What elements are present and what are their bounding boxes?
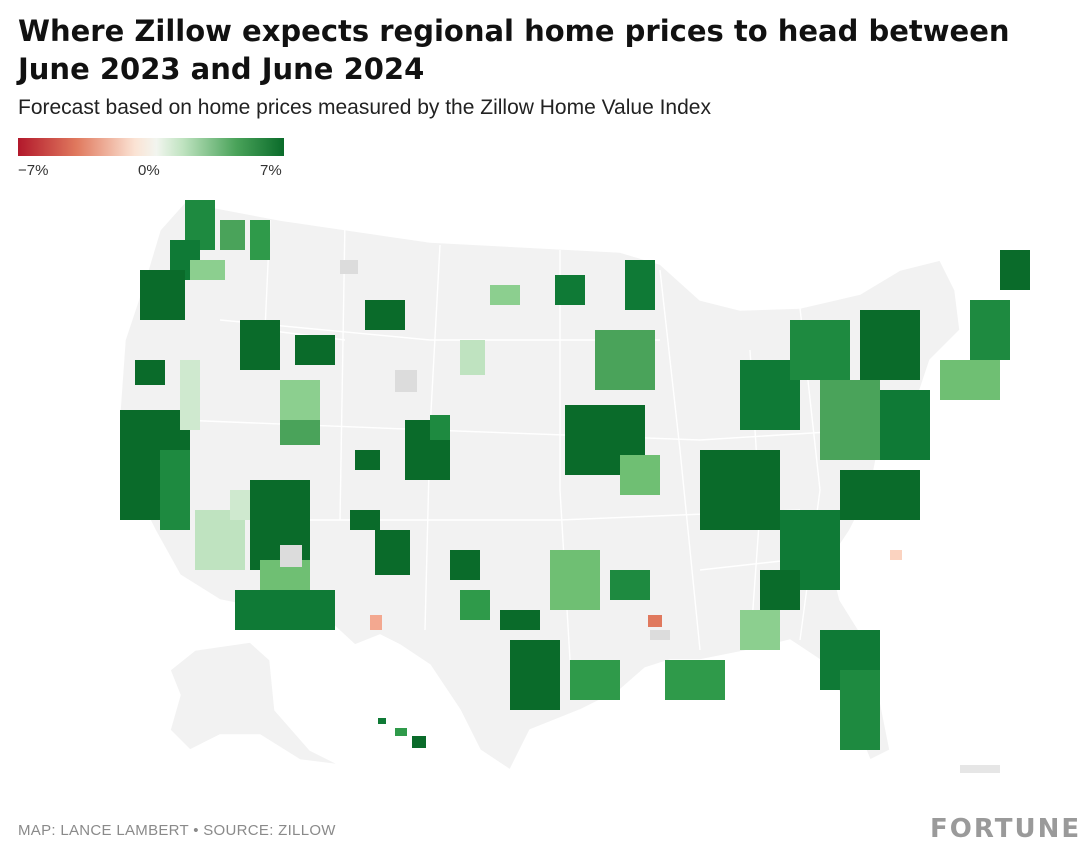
- hawaii-land: [378, 718, 426, 748]
- us-metro-map: [119, 200, 1030, 773]
- fortune-logo: FORTUNE: [930, 814, 1078, 844]
- legend-mid-label: 0%: [138, 162, 160, 179]
- color-legend: −7% 0% 7%: [18, 138, 286, 184]
- map-subtitle: Forecast based on home prices measured b…: [18, 96, 711, 119]
- legend-min-label: −7%: [18, 162, 49, 179]
- puerto-rico-land: [960, 765, 1000, 773]
- map-credit: MAP: LANCE LAMBERT • SOURCE: ZILLOW: [18, 822, 336, 839]
- legend-max-label: 7%: [260, 162, 282, 179]
- legend-gradient-bar: [18, 138, 284, 156]
- no-data-regions: [280, 260, 670, 640]
- metro-regions: [120, 200, 1030, 750]
- map-title: Where Zillow expects regional home price…: [18, 14, 1010, 86]
- alaska-land: [169, 641, 341, 766]
